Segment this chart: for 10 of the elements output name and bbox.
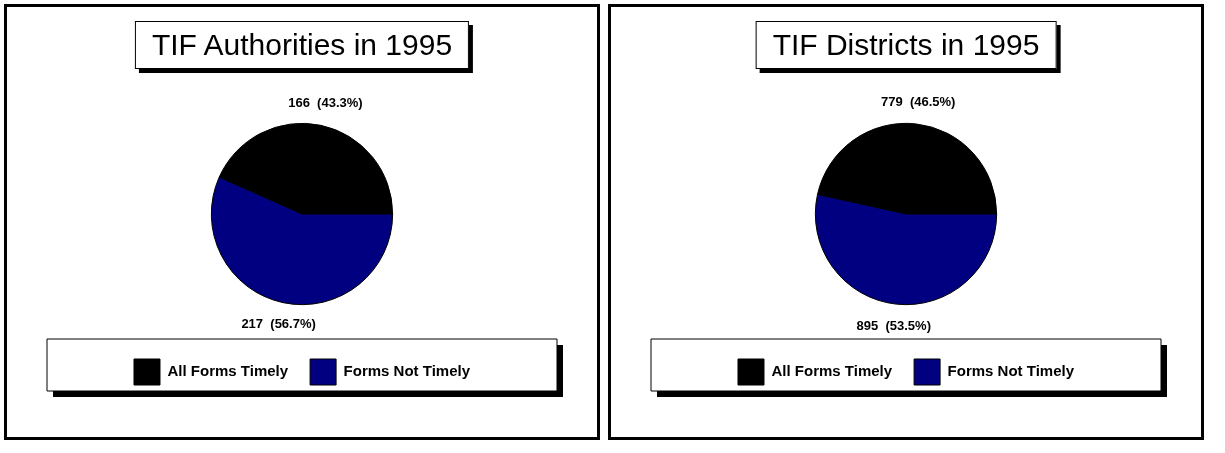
legend-label: Forms Not Timely	[343, 362, 471, 380]
chart-title: TIF Districts in 1995	[755, 21, 1057, 69]
data-label: 895 (53.5%)	[856, 317, 931, 333]
data-label: 779 (46.5%)	[881, 93, 956, 109]
data-label: 166 (43.3%)	[288, 95, 363, 111]
legend-label: All Forms Timely	[167, 362, 289, 380]
legend-label: All Forms Timely	[771, 362, 893, 380]
data-label: 217 (56.7%)	[241, 315, 316, 331]
chart-title: TIF Authorities in 1995	[134, 21, 470, 69]
legend-label: Forms Not Timely	[947, 362, 1075, 380]
